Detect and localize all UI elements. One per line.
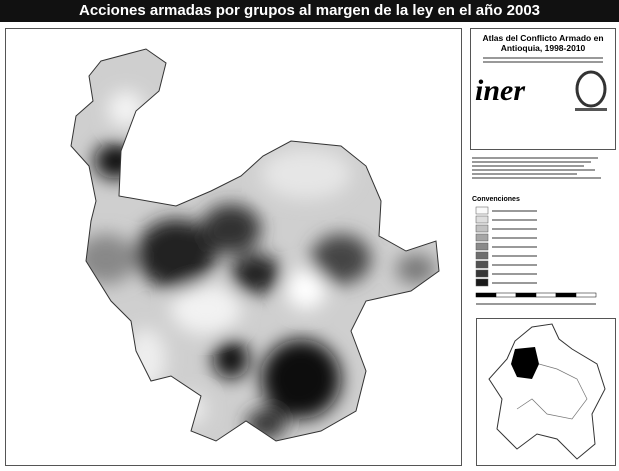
- scale-bar-segment: [476, 293, 496, 297]
- atlas-title-line: Antioquia, 1998-2010: [475, 43, 611, 53]
- atlas-title-line: Atlas del Conflicto Armado en: [475, 33, 611, 43]
- scale-caption-line: [476, 303, 596, 305]
- logos: iner: [475, 69, 611, 113]
- legend-label-line: [492, 282, 537, 284]
- legend-swatch: [476, 216, 488, 223]
- legend-swatch: [476, 225, 488, 232]
- legend-label-line: [492, 219, 537, 221]
- scale-bar-segment: [496, 293, 516, 297]
- legend: Convenciones: [472, 196, 612, 316]
- legend-swatches: [472, 203, 612, 311]
- legend-swatch: [476, 252, 488, 259]
- legend-label-line: [492, 273, 537, 275]
- fine-print: [483, 57, 603, 63]
- credits: [472, 155, 612, 181]
- legend-swatch: [476, 234, 488, 241]
- legend-label-line: [492, 246, 537, 248]
- legend-swatch: [476, 270, 488, 277]
- legend-label-line: [492, 228, 537, 230]
- legend-label-line: [492, 237, 537, 239]
- scale-bar-segment: [536, 293, 556, 297]
- university-emblem: [571, 69, 611, 113]
- legend-label-line: [492, 210, 537, 212]
- main-map: [6, 29, 461, 465]
- map-panel: [5, 28, 462, 466]
- iner-logo: iner: [475, 74, 525, 108]
- legend-label-line: [492, 264, 537, 266]
- page: Acciones armadas por grupos al margen de…: [0, 0, 619, 471]
- legend-swatch: [476, 279, 488, 286]
- map-title: Acciones armadas por grupos al margen de…: [0, 0, 619, 22]
- legend-swatch: [476, 243, 488, 250]
- scale-bar-segment: [576, 293, 596, 297]
- legend-swatch: [476, 261, 488, 268]
- density-surface: [6, 29, 461, 465]
- atlas-title: Atlas del Conflicto Armado en Antioquia,…: [475, 33, 611, 53]
- legend-label-line: [492, 255, 537, 257]
- inset-map: [477, 319, 615, 465]
- legend-title: Convenciones: [472, 196, 612, 203]
- scale-bar-segment: [516, 293, 536, 297]
- atlas-header: Atlas del Conflicto Armado en Antioquia,…: [470, 28, 616, 150]
- legend-swatch: [476, 207, 488, 214]
- scale-bar-segment: [556, 293, 576, 297]
- inset-panel: [476, 318, 616, 466]
